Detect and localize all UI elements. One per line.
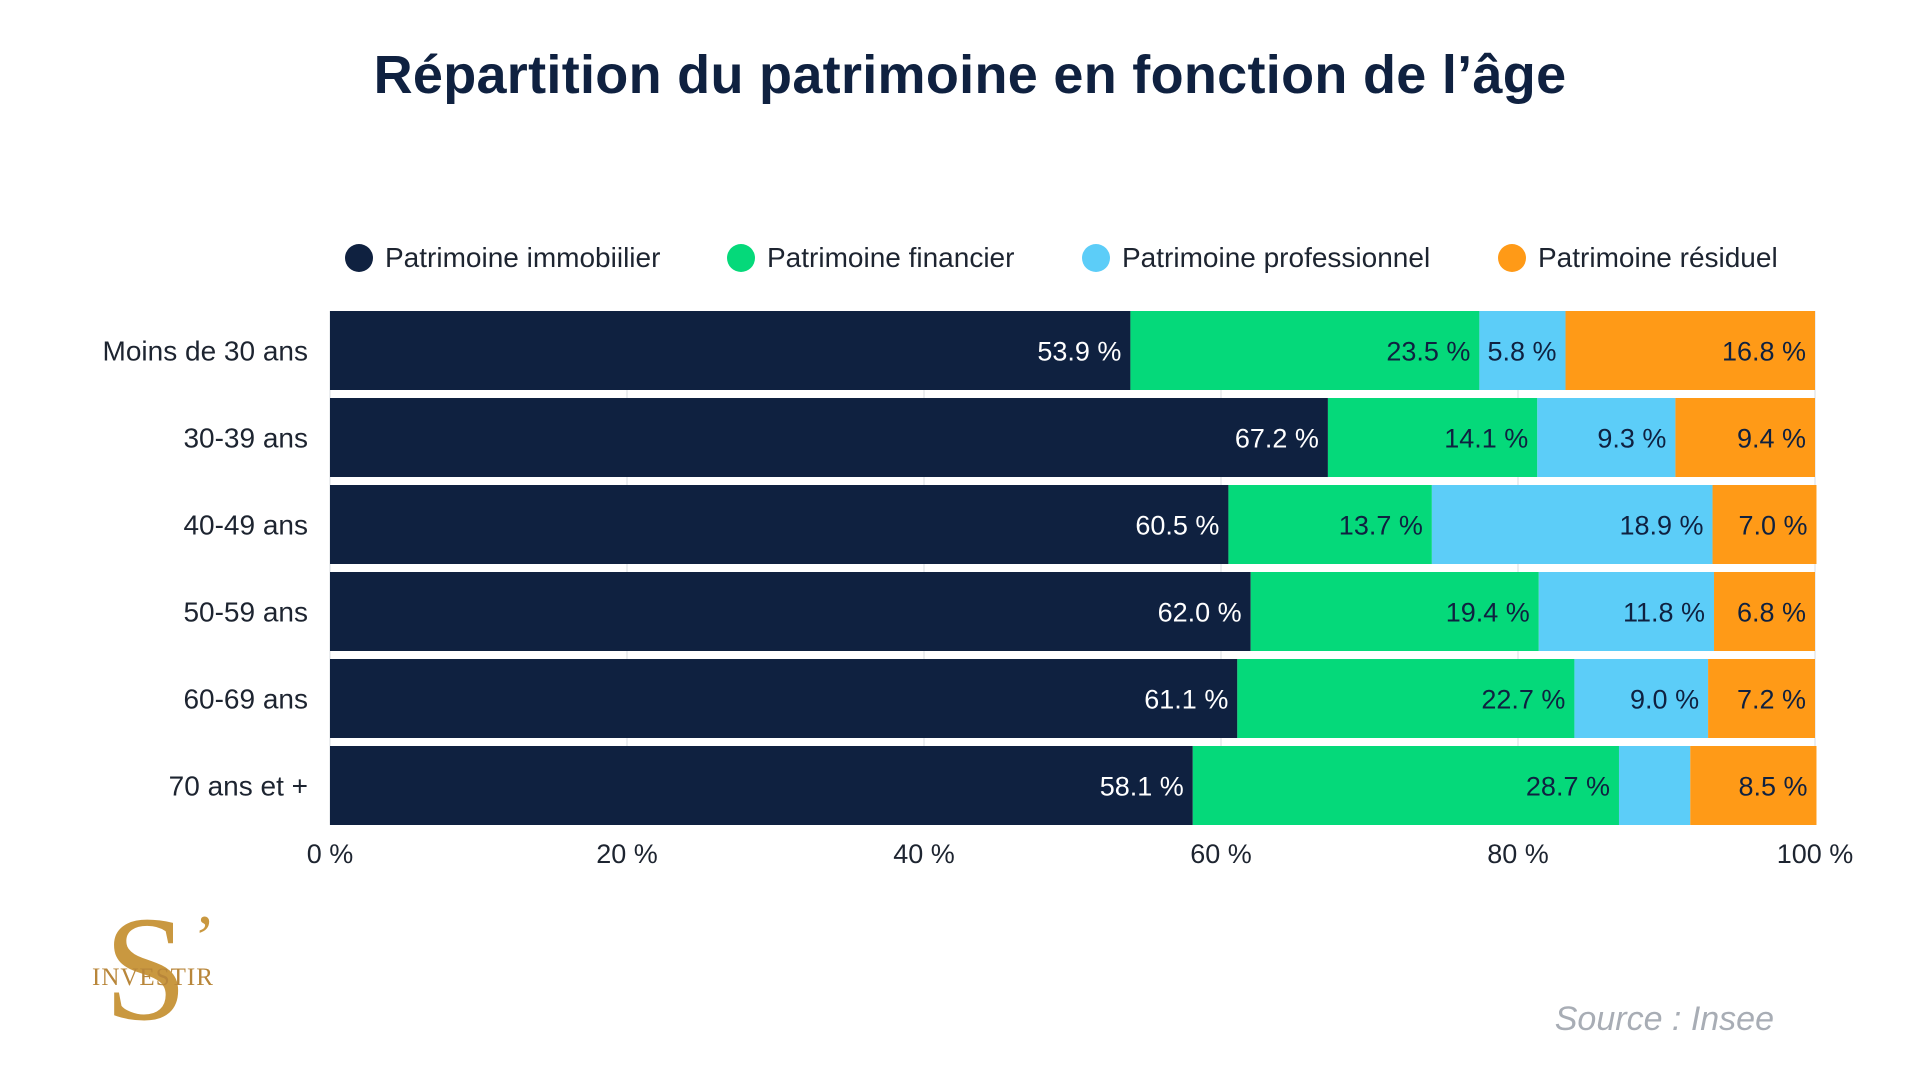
bar-segment [1675, 398, 1815, 477]
data-label: 16.8 % [1722, 337, 1806, 367]
category-label: 50-59 ans [183, 597, 308, 628]
bar-segment [1237, 659, 1575, 738]
source-note: Source : Insee [1554, 1000, 1774, 1038]
data-label: 28.7 % [1526, 772, 1610, 802]
chart-title: Répartition du patrimoine en fonction de… [373, 45, 1567, 105]
data-label: 7.0 % [1738, 511, 1807, 541]
chart-legend: Patrimoine immobiilier Patrimoine financi… [0, 238, 1920, 278]
data-label: 11.8 % [1623, 598, 1705, 628]
data-label: 61.1 % [1144, 685, 1228, 715]
legend-swatch-icon [1082, 244, 1110, 272]
legend-swatch-icon [727, 244, 755, 272]
bar-segment [330, 398, 1328, 477]
data-label: 18.9 % [1619, 511, 1703, 541]
data-label: 53.9 % [1037, 337, 1121, 367]
data-label: 9.0 % [1630, 685, 1699, 715]
bar-segment [1690, 746, 1817, 825]
bar-segment [1250, 572, 1539, 651]
legend-label: Patrimoine financier [767, 242, 1015, 273]
x-tick-label: 0 % [307, 839, 354, 869]
data-label: 9.3 % [1597, 424, 1666, 454]
data-label: 8.5 % [1738, 772, 1807, 802]
x-tick-label: 100 % [1777, 839, 1854, 869]
bar-segment [1327, 398, 1538, 477]
logo-letter: S [104, 886, 188, 1052]
legend-label: Patrimoine immobiilier [385, 242, 661, 273]
data-label: 60.5 % [1135, 511, 1219, 541]
data-label: 5.8 % [1487, 337, 1556, 367]
logo-apostrophe: ’ [194, 902, 216, 973]
x-tick-label: 40 % [893, 839, 955, 869]
x-tick-label: 60 % [1190, 839, 1252, 869]
data-label: 14.1 % [1444, 424, 1528, 454]
data-label: 23.5 % [1386, 337, 1470, 367]
logo-text: INVESTIR [92, 964, 214, 991]
bar-segment [330, 572, 1251, 651]
legend-label: Patrimoine professionnel [1122, 242, 1431, 273]
category-label: 60-69 ans [183, 684, 308, 715]
category-label: 70 ans et + [169, 771, 308, 802]
x-tick-label: 80 % [1487, 839, 1549, 869]
legend-item: Patrimoine financier [727, 238, 1014, 278]
bar-segment [1574, 659, 1709, 738]
legend-item: Patrimoine professionnel [1082, 238, 1430, 278]
bar-segment [1130, 311, 1480, 390]
data-label: 67.2 % [1235, 424, 1319, 454]
bar-segment [330, 485, 1229, 564]
bar-segment [1192, 746, 1619, 825]
bar-segment [1712, 485, 1817, 564]
bar-segment [1714, 572, 1815, 651]
data-label: 9.4 % [1737, 424, 1806, 454]
bar-segment [1708, 659, 1815, 738]
category-label: Moins de 30 ans [103, 336, 308, 367]
bar-segment [1618, 746, 1691, 825]
legend-item: Patrimoine résiduel [1498, 238, 1778, 278]
legend-label: Patrimoine résiduel [1538, 242, 1778, 273]
data-label: 62.0 % [1158, 598, 1242, 628]
legend-swatch-icon [345, 244, 373, 272]
category-label: 40-49 ans [183, 510, 308, 541]
legend-swatch-icon [1498, 244, 1526, 272]
bar-segment [1431, 485, 1713, 564]
bar-segment [330, 746, 1193, 825]
investir-logo: S ’ INVESTIR [86, 894, 226, 1047]
bar-segment [330, 311, 1131, 390]
bar-segment [1538, 572, 1715, 651]
data-label: 7.2 % [1737, 685, 1806, 715]
data-label: 58.1 % [1100, 772, 1184, 802]
x-tick-label: 20 % [596, 839, 658, 869]
data-label: 13.7 % [1339, 511, 1423, 541]
bar-segment [1228, 485, 1432, 564]
legend-item: Patrimoine immobiilier [345, 238, 660, 278]
bar-segment [1537, 398, 1676, 477]
data-label: 19.4 % [1446, 598, 1530, 628]
category-label: 30-39 ans [183, 423, 308, 454]
data-label: 22.7 % [1481, 685, 1565, 715]
bar-segment [330, 659, 1238, 738]
bar-segment [1565, 311, 1815, 390]
bar-segment [1479, 311, 1566, 390]
data-label: 6.8 % [1737, 598, 1806, 628]
